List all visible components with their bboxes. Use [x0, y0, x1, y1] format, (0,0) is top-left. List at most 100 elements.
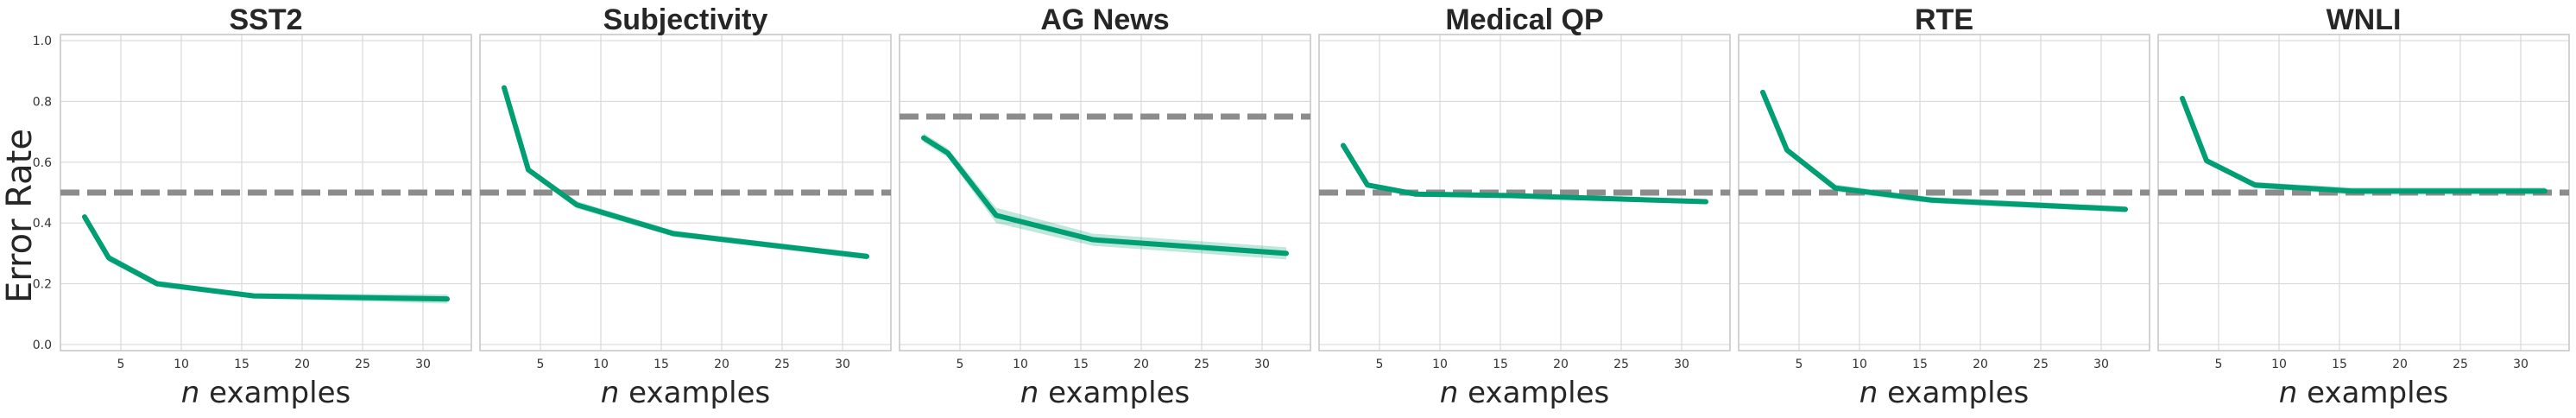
x-tick-label: 15: [1912, 358, 1928, 371]
data-point: [574, 202, 579, 207]
panel-title: AG News: [1040, 3, 1169, 36]
x-tick-label: 15: [234, 358, 249, 371]
data-point: [921, 136, 926, 141]
chart-panel: 5 10 15 20 25 30 Subjectivity n examples: [479, 3, 892, 410]
x-axis-label: n examples: [181, 376, 350, 410]
x-axis-label-text: examples: [1458, 376, 1609, 410]
x-axis-label-variable: n: [181, 376, 200, 410]
data-point: [155, 282, 160, 287]
series-line: [2180, 95, 2548, 194]
y-tick-label: 1.0: [33, 35, 52, 48]
series-line: [502, 85, 869, 259]
confidence-band: [2182, 96, 2545, 195]
x-tick-label: 10: [1432, 358, 1448, 371]
data-point: [1090, 238, 1095, 243]
data-point: [445, 296, 450, 301]
panel-title: Subjectivity: [603, 3, 768, 36]
x-tick-label: 20: [1553, 358, 1569, 371]
x-tick-label: 15: [1073, 358, 1089, 371]
x-tick-label: 10: [1852, 358, 1867, 371]
x-tick-label: 5: [1376, 358, 1384, 371]
data-point: [1703, 200, 1708, 205]
data-point: [1760, 90, 1765, 95]
x-tick-label: 30: [415, 358, 431, 371]
data-point: [1365, 182, 1370, 187]
x-tick-label: 20: [714, 358, 729, 371]
y-tick-label: 0.8: [33, 95, 52, 109]
data-point: [106, 256, 111, 261]
y-tick-label: 0.4: [33, 217, 52, 231]
panel-title: WNLI: [2327, 3, 2402, 36]
x-axis-label-text: examples: [199, 376, 350, 410]
x-axis-label-variable: n: [1020, 376, 1039, 410]
x-tick-label: 5: [2215, 358, 2223, 371]
data-point: [2180, 96, 2185, 101]
x-tick-label: 15: [653, 358, 669, 371]
x-tick-label: 30: [1254, 358, 1270, 371]
x-tick-label: 15: [2332, 358, 2347, 371]
data-point: [945, 150, 950, 155]
data-point: [2349, 188, 2354, 193]
data-point: [864, 254, 869, 259]
x-axis-label-text: examples: [619, 376, 770, 410]
x-axis-label-text: examples: [1878, 376, 2029, 410]
x-axis-label-variable: n: [2279, 376, 2298, 410]
x-axis-label: n examples: [2279, 376, 2448, 410]
panel-title: RTE: [1915, 3, 1973, 36]
data-point: [1413, 192, 1418, 197]
x-axis-label: n examples: [1859, 376, 2029, 410]
panel-title: SST2: [229, 3, 302, 36]
x-tick-label: 10: [2271, 358, 2287, 371]
x-tick-label: 10: [593, 358, 609, 371]
x-tick-label: 20: [1973, 358, 1988, 371]
plot-frame: [899, 34, 1311, 352]
x-tick-label: 20: [2392, 358, 2408, 371]
chart-panel: 5 10 15 20 25 30 AG News n examples: [899, 3, 1311, 410]
x-axis-label-text: examples: [2297, 376, 2448, 410]
x-axis-label: n examples: [601, 376, 770, 410]
data-point: [2123, 206, 2128, 212]
x-axis-label-variable: n: [1859, 376, 1878, 410]
x-tick-label: 10: [174, 358, 189, 371]
x-axis-label: n examples: [1020, 376, 1190, 410]
chart-panel: 5 10 15 20 25 30 Medical QP n examples: [1318, 3, 1731, 410]
data-point: [2542, 188, 2548, 193]
x-tick-label: 25: [774, 358, 790, 371]
x-tick-label: 30: [835, 358, 850, 371]
data-point: [251, 294, 256, 299]
x-tick-label: 15: [1493, 358, 1508, 371]
data-point: [1341, 142, 1346, 148]
data-point: [1833, 186, 1838, 191]
x-axis-label-variable: n: [1440, 376, 1459, 410]
x-tick-label: 20: [294, 358, 310, 371]
data-point: [1929, 198, 1935, 203]
data-point: [671, 231, 676, 237]
y-tick-label: 0.2: [33, 278, 52, 292]
x-tick-label: 20: [1133, 358, 1149, 371]
x-tick-label: 25: [1194, 358, 1209, 371]
data-point: [526, 168, 531, 173]
panel-title: Medical QP: [1445, 3, 1603, 36]
series-line: [82, 214, 450, 302]
x-axis-label-variable: n: [601, 376, 620, 410]
x-tick-label: 10: [1013, 358, 1028, 371]
data-point: [2204, 158, 2209, 163]
x-tick-label: 5: [1796, 358, 1803, 371]
data-point: [2252, 182, 2257, 187]
y-axis-label: Error Rate: [0, 129, 40, 303]
x-tick-label: 5: [957, 358, 964, 371]
x-tick-label: 25: [355, 358, 370, 371]
chart-panel: 5 10 15 20 25 30 WNLI n examples: [2157, 3, 2570, 410]
chart-panel: 5 10 15 20 25 30 RTE n examples: [1738, 3, 2150, 410]
data-point: [1284, 250, 1289, 256]
y-tick-label: 0.0: [33, 339, 52, 352]
x-tick-label: 30: [2513, 358, 2529, 371]
y-tick-label: 0.6: [33, 156, 52, 170]
data-point: [994, 212, 999, 218]
x-axis-label: n examples: [1440, 376, 1609, 410]
x-tick-label: 30: [1674, 358, 1689, 371]
data-point: [1510, 193, 1515, 199]
x-tick-label: 25: [2453, 358, 2468, 371]
data-point: [1784, 148, 1790, 153]
